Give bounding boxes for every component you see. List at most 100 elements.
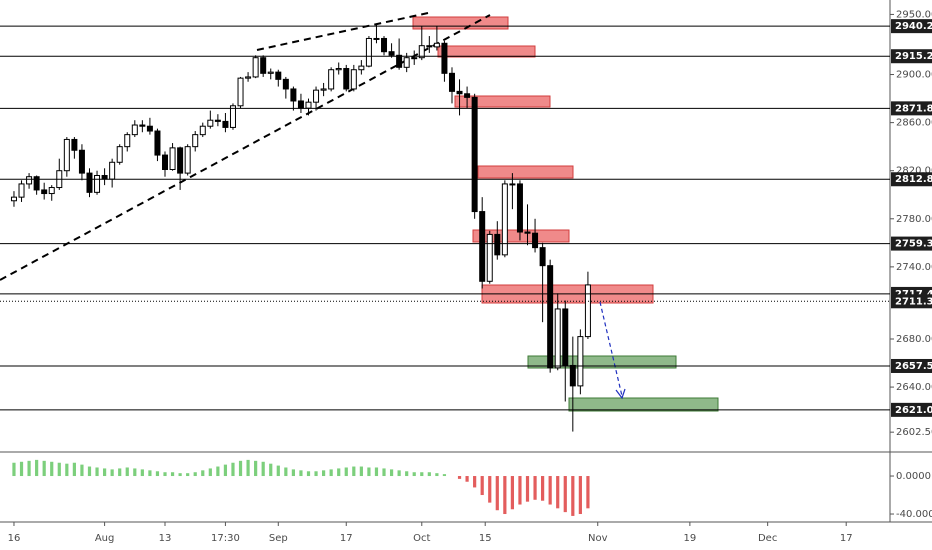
histogram-bar: [87, 466, 92, 477]
y-tick-label: 2950.00: [896, 9, 932, 20]
histogram-bar: [586, 476, 590, 509]
demand-zone: [568, 397, 719, 412]
histogram-bar: [412, 472, 416, 477]
histogram-bar: [525, 476, 530, 502]
candle-body: [192, 134, 199, 148]
histogram-bar: [442, 474, 447, 477]
candle-body: [448, 72, 455, 92]
x-tick-label: Oct: [413, 533, 430, 544]
candle-body: [214, 119, 221, 122]
candle-body: [78, 149, 85, 174]
candle-body: [418, 45, 425, 59]
candle-body: [86, 172, 93, 193]
histogram-bar: [269, 463, 273, 477]
histogram-bar: [19, 461, 24, 477]
histogram-bar: [488, 476, 492, 503]
level-label: 2711.37: [895, 296, 932, 307]
candle-body: [290, 88, 297, 102]
candle-body: [116, 146, 123, 163]
candle-body: [373, 37, 380, 40]
candle-body: [365, 37, 372, 67]
candle-body: [358, 65, 365, 71]
level-label-box: [891, 101, 932, 116]
candle-body: [479, 211, 486, 282]
histogram-bar: [155, 471, 160, 477]
histogram-bar: [548, 476, 552, 505]
candle-body: [162, 154, 169, 170]
level-label-box: [891, 19, 932, 34]
histogram-bar: [261, 461, 265, 477]
histogram-bar: [457, 476, 462, 479]
candle-body: [267, 71, 274, 74]
level-label-box: [891, 49, 932, 64]
histogram-bar: [27, 460, 31, 477]
histogram-bar: [397, 470, 401, 477]
candle-body: [139, 124, 146, 127]
candle-body: [441, 42, 448, 74]
y-tick-label: 0.0000: [896, 471, 931, 482]
histogram-bar: [284, 467, 288, 477]
histogram-bar: [435, 473, 439, 477]
candle-body: [101, 175, 108, 180]
candle-body: [396, 54, 403, 68]
level-label: 2940.26: [895, 21, 932, 32]
histogram-bar: [178, 473, 182, 477]
histogram-bar: [133, 468, 137, 477]
histogram-bar: [42, 460, 46, 477]
histogram-bar: [405, 471, 409, 477]
histogram-bar: [329, 469, 333, 477]
histogram-bar: [382, 468, 386, 477]
candle-body: [584, 284, 591, 338]
histogram-bar: [299, 470, 303, 477]
projection-arrow: [599, 301, 623, 397]
y-tick-label: 2900.00: [896, 70, 932, 81]
histogram-bar: [571, 476, 575, 516]
y-tick-label: 2740.00: [896, 262, 932, 273]
histogram-bar: [35, 459, 39, 477]
level-label: 2871.87: [895, 103, 932, 114]
supply-zone: [412, 16, 509, 30]
histogram-bar: [148, 470, 152, 477]
histogram-bar: [473, 476, 477, 488]
x-tick-label: 17:30: [211, 533, 240, 544]
candle-body: [471, 96, 478, 213]
level-label-box: [891, 172, 932, 187]
candle-body: [94, 175, 101, 193]
candle-body: [275, 71, 282, 80]
histogram-bar: [427, 472, 431, 477]
histogram-bar: [208, 468, 212, 477]
histogram-bar: [276, 465, 280, 477]
y-tick-label: 2680.00: [896, 334, 932, 345]
candle-body: [569, 364, 576, 387]
histogram-bar: [420, 472, 424, 477]
candle-body: [577, 336, 584, 387]
x-tick-label: Aug: [95, 533, 115, 544]
histogram-bar: [465, 476, 469, 482]
histogram-bar: [367, 467, 371, 477]
candle-body: [41, 189, 48, 195]
histogram-bar: [344, 467, 348, 477]
histogram-bar: [102, 468, 107, 477]
candle-body: [350, 69, 357, 90]
histogram-bar: [170, 472, 175, 477]
histogram-bar: [80, 464, 84, 477]
histogram-bar: [140, 469, 144, 477]
candle-body: [222, 120, 229, 128]
candle-body: [237, 77, 244, 107]
candle-body: [456, 90, 463, 95]
trend-line: [0, 14, 491, 281]
candle-body: [539, 247, 546, 267]
histogram-bar: [510, 476, 515, 510]
histogram-bar: [314, 471, 318, 477]
candle-body: [426, 45, 433, 48]
histogram-bar: [556, 476, 560, 509]
histogram-bar: [118, 468, 122, 477]
x-tick-label: 19: [684, 533, 697, 544]
candle-body: [124, 134, 131, 148]
histogram-bar: [541, 476, 545, 501]
candle-body: [33, 176, 40, 191]
candle-body: [343, 68, 350, 90]
histogram-bar: [359, 466, 363, 477]
histogram-bar: [374, 467, 379, 477]
